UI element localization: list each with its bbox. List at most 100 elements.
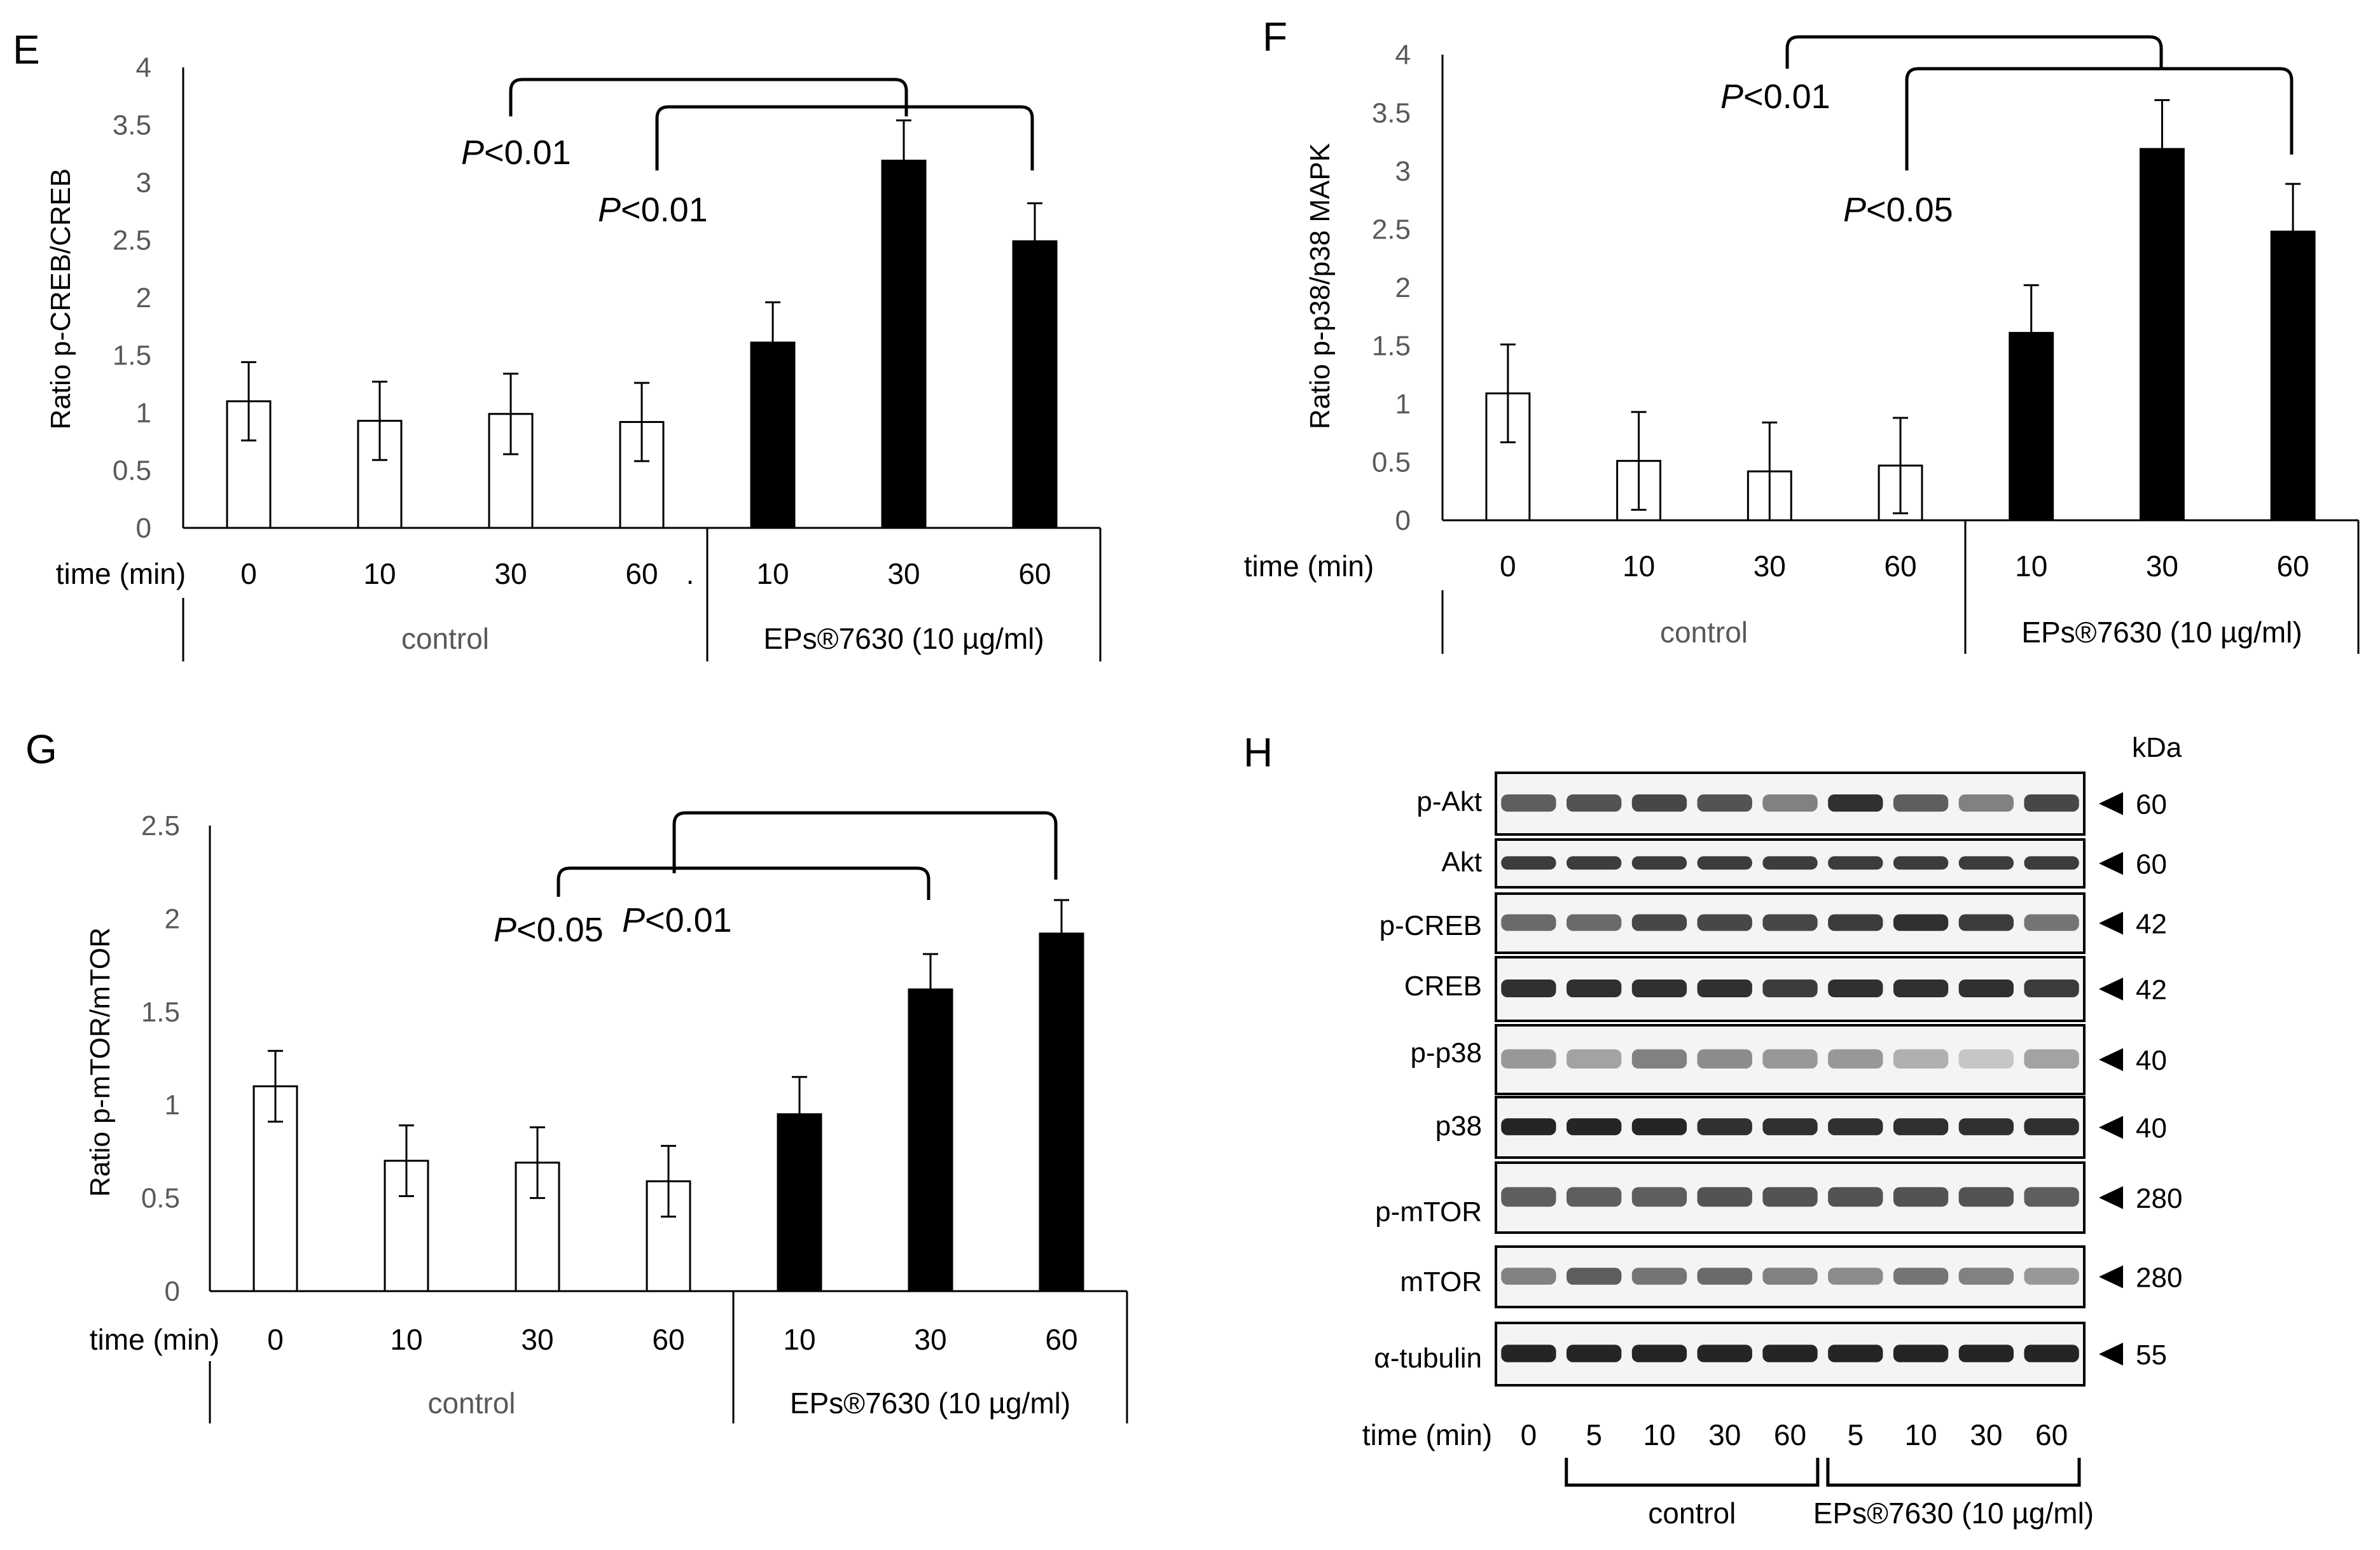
significance-p: P [1720,78,1743,116]
blot-band [1828,1268,1883,1285]
y-axis-label: Ratio p-CREB/CREB [45,169,76,430]
lane-label: 10 [1904,1418,1937,1451]
blot-band [1958,1049,2014,1069]
panel-letter: F [1263,14,1287,60]
marker-arrow-icon [2099,792,2123,815]
blot-band [1631,914,1687,931]
blot-band [2024,1268,2079,1285]
blot-band [1958,914,2014,931]
y-tick-label: 2.5 [1372,214,1411,246]
blot-band [2024,1118,2079,1135]
blot-band [1697,856,1752,870]
marker-arrow-icon [2099,1048,2123,1071]
significance-value: <0.05 [516,911,604,949]
blot-band [1501,914,1556,931]
panel-f-chart: F 0 0.5 1 1.5 2 2.5 3 3.5 4 Ratio p-p38/p38 MAPK 0 1… [1244,14,2360,654]
significance-label: P<0.01 [461,134,571,172]
x-category-label: 10 [756,557,789,590]
marker-arrow-icon [2099,1116,2123,1139]
blot-row-label: p38 [1436,1111,1482,1142]
kda-value: 55 [2136,1339,2167,1371]
blot-band [1631,794,1687,812]
x-category-label: 10 [390,1323,422,1356]
blot-band [1828,1345,1883,1362]
blot-row-label: p-CREB [1380,910,1482,941]
blot-band [1762,794,1818,812]
x-category-label: 60 [652,1323,684,1356]
y-tick-label: 1 [136,398,151,429]
significance-bracket [672,811,1058,880]
x-category-label: 60 [1018,557,1051,590]
kda-value: 60 [2136,789,2167,820]
blot-row-label: p-mTOR [1375,1196,1482,1228]
blot-band [1762,979,1818,997]
group-label: control [1660,616,1748,649]
y-axis-label: Ratio p-p38/p38 MAPK [1304,143,1336,429]
lane-group-label: EPs®7630 (10 µg/ml) [1813,1497,2094,1530]
kda-value: 42 [2136,909,2167,940]
blot-band [1893,1187,1949,1207]
blot-row-label: p-Akt [1416,786,1482,817]
y-tick-label: 0 [1395,505,1411,536]
kda-value: 40 [2136,1045,2167,1076]
x-axis-title: time (min) [56,557,186,590]
significance-bracket [1785,35,2163,69]
significance-label: P<0.01 [598,191,708,229]
kda-value: 40 [2136,1113,2167,1144]
blot-band [1501,1049,1556,1069]
blot-row-label: CREB [1404,971,1482,1002]
blot-band [1762,1118,1818,1135]
y-tick-label: 1 [1395,389,1411,420]
x-category-label: 60 [1045,1323,1077,1356]
marker-arrow-icon [2099,1186,2123,1209]
blot-band [1697,979,1752,997]
panel-letter: E [13,27,40,73]
separator-mark: . [686,557,695,590]
lane-label: 30 [1708,1418,1741,1451]
lane-label: 10 [1643,1418,1675,1451]
x-category-label: 0 [267,1323,284,1356]
blot-band [1893,856,1949,870]
blot-band [1567,1187,1622,1207]
blot-band [1501,1187,1556,1207]
blot-band [1893,1049,1949,1069]
kda-value: 280 [2136,1263,2182,1294]
blot-band [1958,979,2014,997]
blot-band [1828,979,1883,997]
marker-arrow-icon [2099,1265,2123,1289]
marker-arrow-icon [2099,978,2123,1000]
group-label: EPs®7630 (10 µg/ml) [763,622,1044,655]
blot-band [1958,856,2014,870]
blot-band [1501,794,1556,812]
blot-band [2024,856,2079,870]
x-category-label: 60 [625,557,658,590]
y-tick-label: 0 [136,513,151,544]
significance-value: <0.01 [484,134,571,172]
panel-letter: G [25,726,57,772]
blot-band [1567,979,1622,997]
lane-label: 5 [1847,1418,1864,1451]
lane-label: 0 [1521,1418,1537,1451]
blot-band [1893,794,1949,812]
significance-value: <0.05 [1866,191,1953,229]
blot-band [2024,979,2079,997]
blot-row-label: mTOR [1400,1266,1482,1297]
kda-unit-label: kDa [2132,732,2182,763]
blot-band [1958,794,2014,812]
blot-band [1697,1049,1752,1069]
significance-p: P [494,911,516,949]
y-tick-label: 3.5 [113,110,151,141]
x-category-label: 30 [494,557,527,590]
blot-band [1828,1118,1883,1135]
x-category-label: 60 [1884,550,1916,583]
blot-band [2024,914,2079,931]
group-label: control [427,1387,515,1420]
kda-value: 60 [2136,849,2167,880]
x-axis-title: time (min) [1244,550,1374,583]
bar [1012,240,1058,529]
blot-row-label: α-tubulin [1374,1343,1482,1374]
blot-band [1567,794,1622,812]
x-category-label: 10 [783,1323,815,1356]
lane-label: 5 [1586,1418,1602,1451]
